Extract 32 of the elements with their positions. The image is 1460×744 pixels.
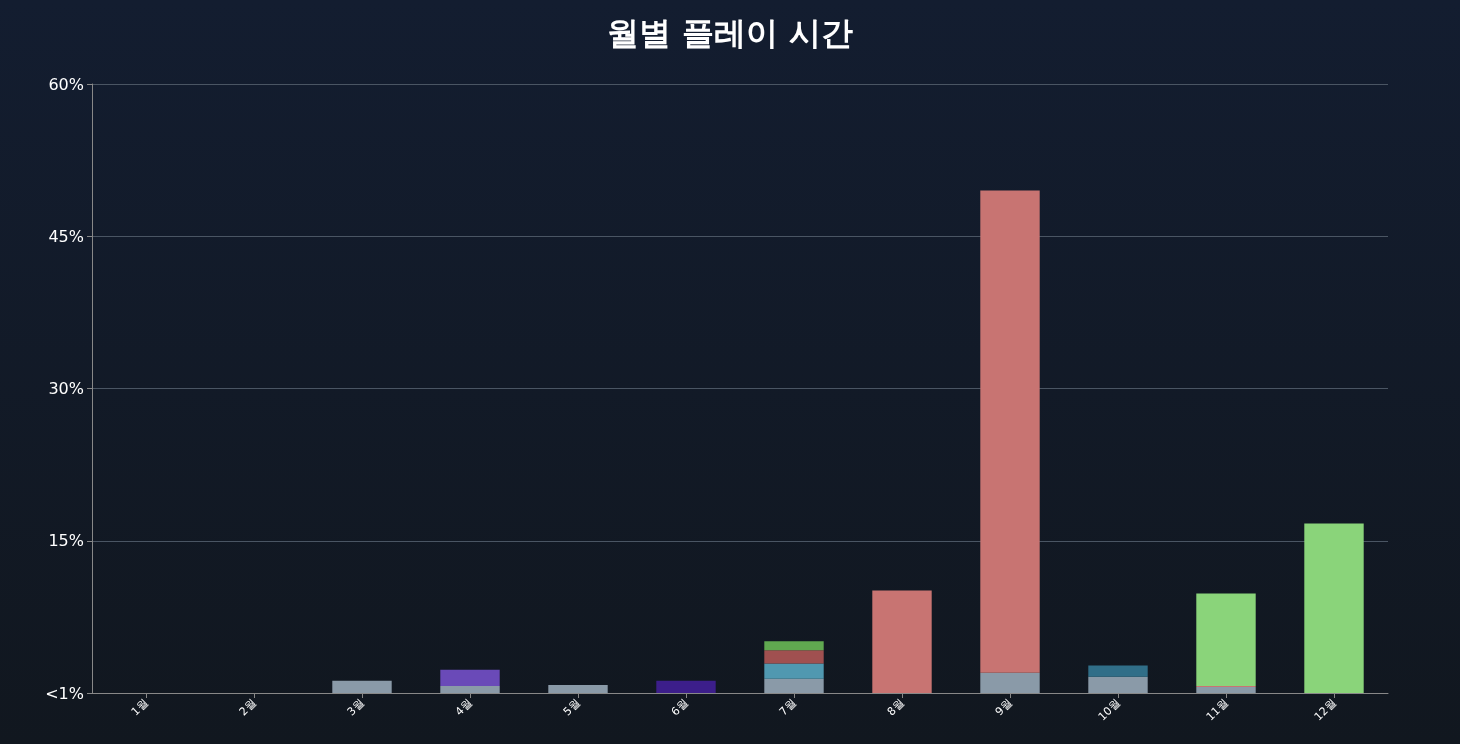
bar xyxy=(548,684,608,693)
y-tick-label: 45% xyxy=(48,226,84,246)
bar xyxy=(440,669,500,686)
y-tick-label: 30% xyxy=(48,379,84,398)
x-tick-label: 4월 xyxy=(452,696,475,719)
y-tick-label: 60% xyxy=(48,74,84,94)
x-tick-label: 3월 xyxy=(344,696,367,719)
bar xyxy=(1196,593,1256,686)
bar xyxy=(1304,523,1364,693)
x-tick-label: 5월 xyxy=(560,696,583,719)
x-tick-label: 8월 xyxy=(884,696,907,719)
bar xyxy=(980,672,1040,693)
bar xyxy=(764,678,824,693)
x-tick-label: 9월 xyxy=(992,696,1015,719)
bar xyxy=(440,685,500,693)
x-tick-label: 6월 xyxy=(668,696,691,719)
bar xyxy=(764,641,824,651)
bar xyxy=(1088,676,1148,693)
bar xyxy=(1196,686,1256,693)
chart-title: 월별 플레이 시간 xyxy=(606,14,854,52)
bar xyxy=(980,190,1040,673)
x-tick-label: 1월 xyxy=(128,696,151,719)
x-tick-label: 7월 xyxy=(776,696,799,719)
bar xyxy=(1088,665,1148,677)
bar xyxy=(656,680,716,693)
y-tick-label: <1% xyxy=(45,683,84,703)
y-tick-label: 15% xyxy=(48,531,84,551)
x-tick-label: 2월 xyxy=(236,696,259,719)
bar xyxy=(764,663,824,679)
bar xyxy=(764,650,824,664)
bar xyxy=(872,590,932,693)
bar xyxy=(332,680,392,693)
